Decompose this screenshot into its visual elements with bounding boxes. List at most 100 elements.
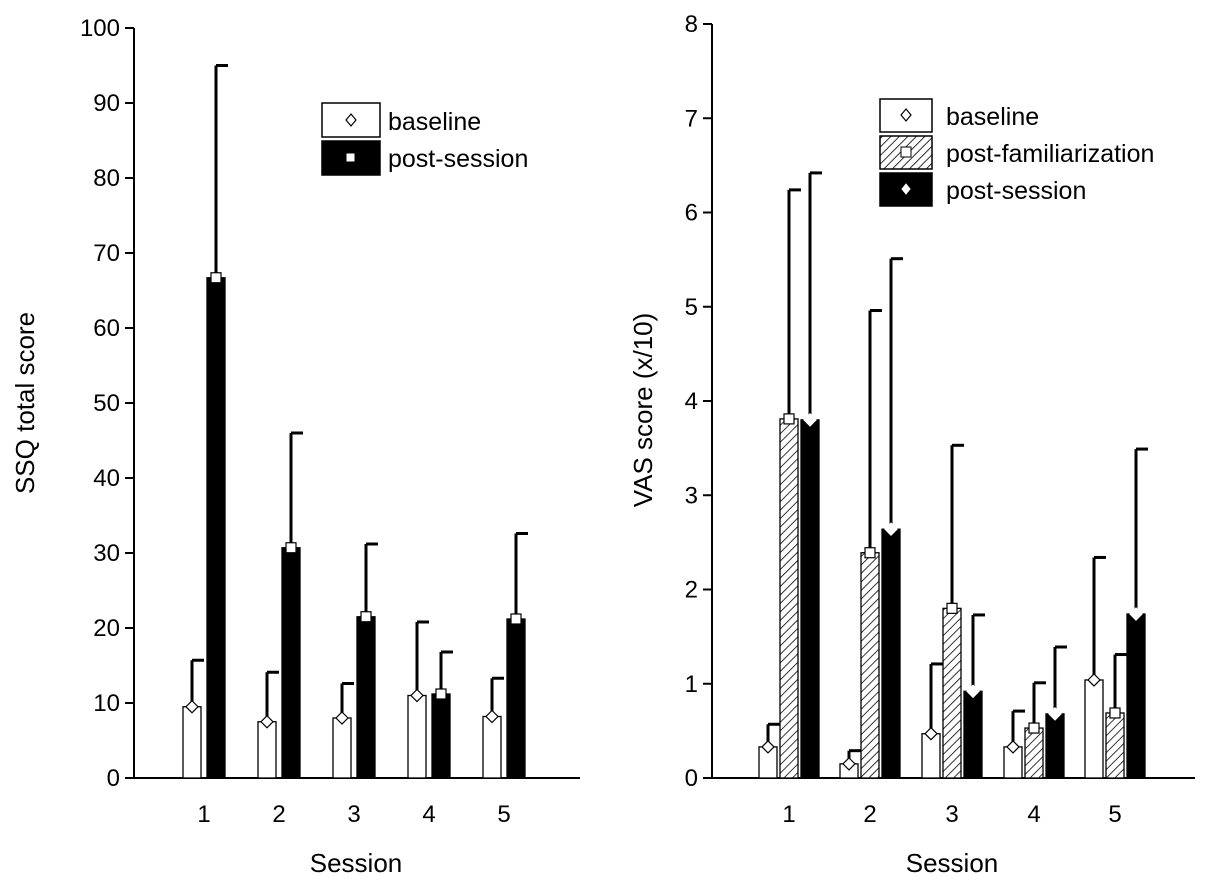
vas-bar-post-session-3 xyxy=(963,690,983,779)
vas-marker-post-session-5 xyxy=(1129,607,1143,621)
ssq-bar-post-session-3 xyxy=(356,616,376,779)
vas-y-axis-title: VAS score (x/10) xyxy=(628,313,658,508)
ssq-marker-baseline-2 xyxy=(260,714,274,729)
vas-x-ticks: 1 2 3 4 5 xyxy=(782,801,1121,828)
vas-bar-post-familiarization-3 xyxy=(942,607,962,779)
vas-y-tick-label: 1 xyxy=(685,671,698,698)
vas-y-tick-label: 7 xyxy=(685,105,698,132)
vas-bar-post-familiarization-5 xyxy=(1105,712,1125,779)
vas-legend: baseline post-familiarization post-sessi… xyxy=(879,98,1154,207)
vas-marker-post-familiarization-3 xyxy=(946,602,958,614)
ssq-y-axis-title: SSQ total score xyxy=(10,312,40,494)
ssq-marker-post-session-5 xyxy=(510,613,522,625)
vas-legend-item-post-familiarization: post-familiarization xyxy=(879,135,1154,170)
ssq-bars xyxy=(182,64,528,779)
ssq-y-tick-label: 0 xyxy=(107,765,120,792)
vas-marker-baseline-3 xyxy=(924,726,938,741)
vas-marker-baseline-5 xyxy=(1087,673,1101,687)
ssq-y-tick-label: 50 xyxy=(93,390,120,417)
vas-y-tick-label: 8 xyxy=(685,11,698,38)
ssq-bar-post-session-1 xyxy=(206,277,226,779)
ssq-marker-post-session-4 xyxy=(435,688,447,700)
ssq-x-tick-label: 3 xyxy=(347,801,360,828)
vas-marker-post-session-3 xyxy=(966,684,980,699)
vas-x-tick-label: 4 xyxy=(1027,801,1040,828)
ssq-legend-label-baseline: baseline xyxy=(388,108,481,136)
ssq-marker-baseline-5 xyxy=(485,709,499,724)
ssq-x-axis-title: Session xyxy=(310,848,403,878)
vas-bar-post-session-4 xyxy=(1045,713,1065,779)
vas-legend-swatch-post-session xyxy=(879,172,933,207)
ssq-bar-baseline-1 xyxy=(182,706,202,779)
ssq-legend-item-post-session: post-session xyxy=(321,140,528,176)
ssq-bar-baseline-2 xyxy=(257,721,277,779)
vas-legend-marker-post-session xyxy=(901,183,911,195)
ssq-bar-post-session-5 xyxy=(506,618,526,779)
ssq-bar-post-session-4 xyxy=(431,693,451,779)
vas-legend-label-post-session: post-session xyxy=(946,177,1086,205)
ssq-y-tick-label: 70 xyxy=(93,240,120,267)
ssq-y-tick-label: 10 xyxy=(93,690,120,717)
vas-x-axis-title: Session xyxy=(906,848,999,878)
ssq-bar-baseline-5 xyxy=(482,715,502,779)
vas-y-tick-label: 6 xyxy=(685,200,698,227)
ssq-y-tick-label: 40 xyxy=(93,465,120,492)
ssq-marker-post-session-1 xyxy=(210,272,222,284)
vas-marker-baseline-1 xyxy=(761,740,775,754)
vas-legend-item-baseline: baseline xyxy=(879,98,1039,133)
ssq-marker-post-session-3 xyxy=(360,611,372,623)
ssq-x-tick-label: 2 xyxy=(272,801,285,828)
ssq-y-tick-label: 80 xyxy=(93,165,120,192)
vas-y-tick-label: 5 xyxy=(685,294,698,321)
vas-marker-post-familiarization-5 xyxy=(1109,707,1121,719)
ssq-legend: baseline post-session xyxy=(321,102,528,176)
vas-bar-post-session-5 xyxy=(1126,613,1146,779)
vas-y-tick-label: 0 xyxy=(685,765,698,792)
ssq-marker-post-session-2 xyxy=(285,542,297,554)
vas-marker-post-familiarization-2 xyxy=(864,547,876,559)
vas-bar-post-familiarization-2 xyxy=(860,552,880,779)
vas-bar-post-familiarization-4 xyxy=(1024,727,1044,779)
vas-bar-post-session-1 xyxy=(800,419,820,779)
ssq-chart: 0 10 20 30 40 50 60 70 80 90 100 1 2 3 4 5 SSQ total s… xyxy=(10,15,580,878)
ssq-bar-post-session-2 xyxy=(281,547,301,779)
ssq-y-tick-label: 100 xyxy=(80,15,120,42)
vas-marker-baseline-4 xyxy=(1006,740,1020,754)
ssq-y-tick-label: 30 xyxy=(93,540,120,567)
vas-x-tick-label: 2 xyxy=(863,801,876,828)
vas-marker-post-familiarization-4 xyxy=(1028,722,1040,734)
ssq-y-ticks: 0 10 20 30 40 50 60 70 80 90 100 xyxy=(80,15,134,792)
vas-marker-post-session-4 xyxy=(1048,707,1062,721)
ssq-legend-label-post-session: post-session xyxy=(388,145,528,173)
vas-bars xyxy=(758,171,1148,779)
ssq-marker-baseline-3 xyxy=(335,711,349,725)
vas-y-ticks: 0 1 2 3 4 5 6 7 8 xyxy=(685,11,712,792)
vas-y-tick-label: 2 xyxy=(685,577,698,604)
ssq-x-ticks: 1 2 3 4 5 xyxy=(197,801,510,828)
ssq-legend-marker-baseline xyxy=(345,113,357,127)
ssq-x-tick-label: 4 xyxy=(422,801,435,828)
vas-x-tick-label: 3 xyxy=(945,801,958,828)
ssq-y-tick-label: 90 xyxy=(93,90,120,117)
vas-x-tick-label: 1 xyxy=(782,801,795,828)
ssq-bar-baseline-3 xyxy=(332,717,352,779)
ssq-x-tick-label: 5 xyxy=(497,801,510,828)
ssq-bar-baseline-4 xyxy=(407,694,427,779)
vas-bar-post-familiarization-1 xyxy=(779,418,799,779)
vas-bar-post-session-2 xyxy=(881,528,901,779)
vas-marker-post-session-2 xyxy=(884,522,898,537)
vas-legend-marker-baseline xyxy=(900,108,912,122)
vas-chart: 0 1 2 3 4 5 6 7 8 1 2 3 4 5 VAS score (x/10) Session… xyxy=(628,11,1195,878)
ssq-y-tick-label: 60 xyxy=(93,315,120,342)
vas-legend-item-post-session: post-session xyxy=(879,172,1086,207)
ssq-legend-marker-post-session xyxy=(345,152,356,163)
vas-legend-label-baseline: baseline xyxy=(946,103,1039,131)
vas-marker-baseline-2 xyxy=(842,757,856,771)
vas-legend-marker-post-familiarization xyxy=(900,146,912,158)
vas-legend-label-post-familiarization: post-familiarization xyxy=(946,140,1154,168)
ssq-y-tick-label: 20 xyxy=(93,615,120,642)
ssq-marker-baseline-1 xyxy=(185,699,199,714)
ssq-marker-baseline-4 xyxy=(410,688,424,703)
vas-marker-post-session-1 xyxy=(803,413,817,427)
